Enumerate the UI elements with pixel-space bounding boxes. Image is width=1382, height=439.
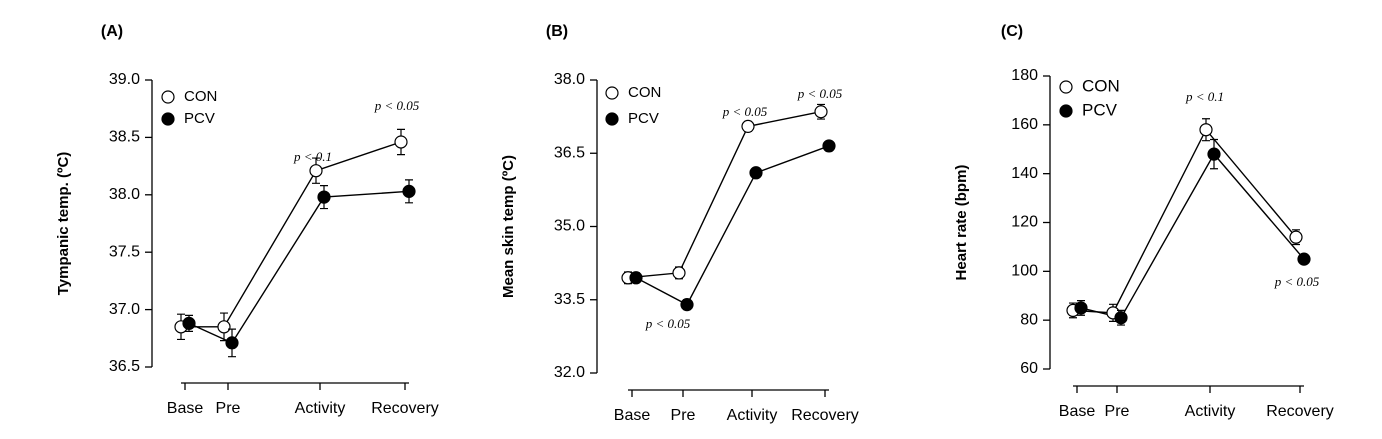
x-tick-label: Activity — [1185, 403, 1236, 420]
annotation: p < 0.05 — [374, 98, 420, 113]
annotation: p < 0.05 — [722, 104, 768, 119]
y-tick-label: 33.5 — [554, 291, 585, 308]
series-line — [188, 190, 410, 344]
marker — [182, 316, 196, 330]
x-tick-label: Pre — [216, 400, 241, 417]
y-tick-label: 38.0 — [554, 71, 585, 88]
marker — [741, 119, 755, 133]
marker — [814, 105, 828, 119]
x-tick-label: Recovery — [1266, 403, 1334, 420]
panel-label: (B) — [546, 23, 568, 40]
marker — [1199, 123, 1213, 137]
legend-marker — [605, 112, 619, 126]
annotation: p < 0.05 — [1274, 274, 1320, 289]
y-tick-label: 38.0 — [109, 186, 140, 203]
legend-marker — [1059, 80, 1073, 94]
marker — [1207, 147, 1221, 161]
legend-label: CON — [628, 84, 661, 101]
marker — [1289, 230, 1303, 244]
x-tick-label: Recovery — [791, 407, 859, 424]
series-line — [1080, 152, 1305, 319]
marker — [629, 271, 643, 285]
y-tick-label: 39.0 — [109, 71, 140, 88]
y-tick-label: 80 — [1020, 311, 1038, 328]
y-tick-label: 38.5 — [109, 129, 140, 146]
x-tick-label: Pre — [1105, 403, 1130, 420]
legend-marker — [161, 90, 175, 104]
y-axis-label: Heart rate (bpm) — [953, 165, 970, 281]
annotation: p < 0.1 — [1185, 89, 1224, 104]
panel-label: (A) — [101, 23, 123, 40]
marker — [1074, 301, 1088, 315]
y-tick-label: 120 — [1011, 214, 1038, 231]
series-line — [627, 111, 822, 279]
x-tick-label: Activity — [727, 407, 778, 424]
legend-label: CON — [184, 88, 217, 105]
y-tick-label: 36.5 — [109, 358, 140, 375]
marker — [217, 320, 231, 334]
marker — [309, 164, 323, 178]
x-tick-label: Base — [614, 407, 651, 424]
marker — [394, 135, 408, 149]
y-tick-label: 140 — [1011, 165, 1038, 182]
y-tick-label: 160 — [1011, 116, 1038, 133]
x-tick-label: Base — [1059, 403, 1096, 420]
marker — [317, 190, 331, 204]
marker — [822, 139, 836, 153]
y-tick-label: 37.0 — [109, 301, 140, 318]
legend-marker — [161, 112, 175, 126]
y-axis-label: Tympanic temp. (ºC) — [55, 152, 72, 296]
y-tick-label: 180 — [1011, 67, 1038, 84]
y-tick-label: 37.5 — [109, 243, 140, 260]
y-tick-label: 35.0 — [554, 218, 585, 235]
legend-marker — [1059, 104, 1073, 118]
legend-label: PCV — [628, 110, 659, 127]
annotation: p < 0.05 — [797, 86, 843, 101]
legend-label: PCV — [1082, 100, 1118, 119]
marker — [749, 166, 763, 180]
x-tick-label: Base — [167, 400, 204, 417]
marker — [225, 336, 239, 350]
marker — [402, 184, 416, 198]
series-line — [181, 141, 402, 328]
legend-label: CON — [1082, 76, 1120, 95]
legend-marker — [605, 86, 619, 100]
series-line — [635, 145, 830, 306]
legend-label: PCV — [184, 110, 215, 127]
x-tick-label: Activity — [295, 400, 346, 417]
annotation: p < 0.1 — [293, 149, 332, 164]
x-tick-label: Pre — [671, 407, 696, 424]
panel-label: (C) — [1001, 23, 1023, 40]
marker — [1114, 311, 1128, 325]
y-tick-label: 36.5 — [554, 144, 585, 161]
marker — [672, 266, 686, 280]
annotation: p < 0.05 — [645, 316, 691, 331]
y-tick-label: 32.0 — [554, 364, 585, 381]
y-tick-label: 100 — [1011, 263, 1038, 280]
x-tick-label: Recovery — [371, 400, 439, 417]
marker — [680, 298, 694, 312]
y-axis-label: Mean skin temp (ºC) — [500, 155, 517, 298]
marker — [1297, 252, 1311, 266]
y-tick-label: 60 — [1020, 360, 1038, 377]
series-line — [1072, 128, 1297, 314]
